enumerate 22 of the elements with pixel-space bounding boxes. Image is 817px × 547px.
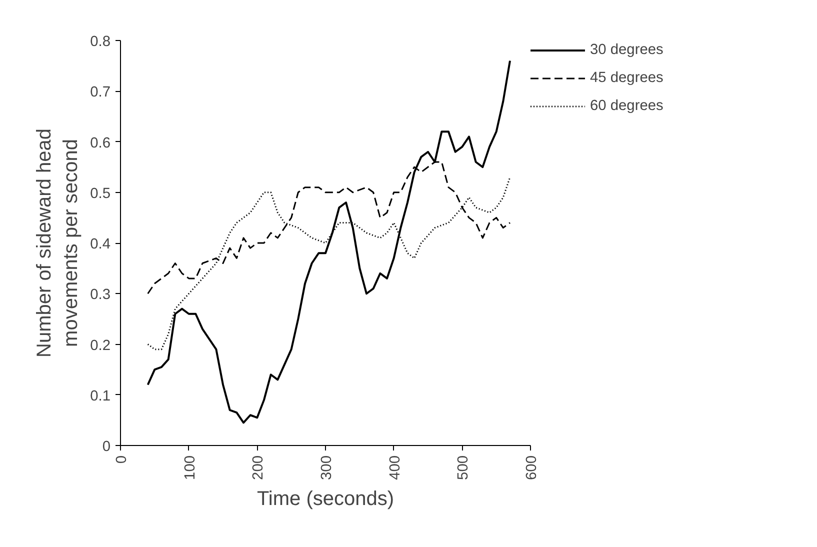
x-tick-label: 0 — [114, 455, 130, 464]
y-tick-label: 0.7 — [90, 84, 110, 101]
y-tick-label: 0.1 — [90, 388, 110, 404]
x-tick-label: 600 — [524, 455, 540, 480]
y-tick-label: 0.8 — [90, 34, 110, 50]
y-tick-label: 0.3 — [90, 287, 110, 304]
y-tick-label: 0.6 — [90, 135, 110, 152]
x-tick-label: 200 — [250, 455, 267, 480]
y-axis-title: Number of sideward head movements per second — [34, 128, 82, 358]
y-tick-label: 0 — [102, 439, 111, 455]
legend-label: 60 degrees — [590, 98, 664, 114]
x-tick-label: 400 — [387, 455, 404, 480]
x-tick-label: 500 — [456, 455, 472, 480]
legend-label: 30 degrees — [590, 42, 664, 58]
x-tick-label: 100 — [182, 455, 198, 480]
legend-label: 45 degrees — [590, 70, 664, 86]
x-tick-label: 300 — [319, 455, 335, 480]
y-tick-label: 0.5 — [90, 186, 110, 202]
x-axis-title: Time (seconds) — [256, 488, 394, 510]
line-series — [146, 60, 511, 424]
y-tick-label: 0.4 — [90, 236, 110, 252]
y-tick-label: 0.2 — [90, 338, 110, 354]
